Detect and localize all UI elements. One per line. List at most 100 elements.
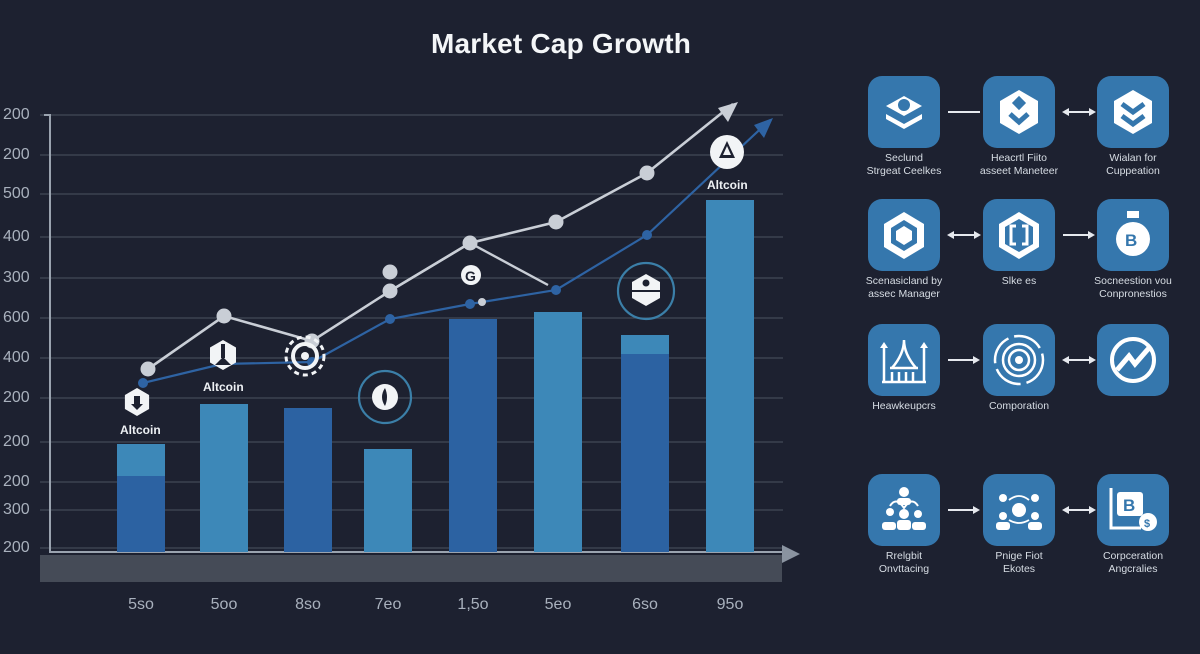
altcoin-callout: Altcoin bbox=[203, 380, 244, 394]
altcoin-callout: Altcoin bbox=[707, 178, 748, 192]
y-tick-label: 500 bbox=[3, 185, 30, 202]
diagram-node bbox=[983, 324, 1055, 396]
arrowhead-icon bbox=[754, 118, 773, 138]
data-point bbox=[382, 264, 398, 280]
x-tick-label: 95o bbox=[716, 596, 744, 613]
connector-line bbox=[946, 104, 982, 125]
y-tick-label: 400 bbox=[3, 228, 30, 245]
data-point bbox=[551, 285, 561, 295]
concentric-circles-icon bbox=[993, 334, 1045, 386]
diagram-node-label: Rrelgbit Onvttacing bbox=[878, 550, 930, 575]
x-tick-label: 6so bbox=[632, 596, 658, 613]
b-clock-icon: B$ bbox=[1109, 488, 1157, 531]
x-tick-label: 1,5o bbox=[457, 596, 489, 613]
svg-text:$: $ bbox=[1144, 518, 1150, 530]
bar bbox=[200, 404, 248, 552]
data-point bbox=[478, 298, 486, 306]
bar bbox=[706, 200, 754, 552]
diagram-node bbox=[868, 324, 940, 396]
arrowhead-icon bbox=[718, 102, 738, 122]
bar bbox=[534, 312, 582, 552]
bar-graph-icon bbox=[880, 339, 928, 384]
data-point bbox=[385, 314, 395, 324]
diagram-node bbox=[983, 199, 1055, 271]
svg-text:B: B bbox=[1123, 496, 1135, 515]
data-point bbox=[140, 361, 156, 377]
diagram-node-label: Socneestion vou Conpronestios bbox=[1094, 275, 1172, 300]
gear-target-icon bbox=[284, 335, 326, 377]
svg-text:B: B bbox=[1125, 231, 1137, 250]
altcoin-callout: Altcoin bbox=[120, 423, 161, 437]
diagram-node-label: Comporation bbox=[988, 400, 1050, 412]
x-axis-band bbox=[40, 555, 782, 582]
data-point bbox=[642, 230, 652, 240]
hexagon-ring-icon bbox=[884, 212, 924, 259]
data-point bbox=[639, 165, 655, 181]
people-network-icon bbox=[996, 494, 1042, 530]
x-tick-label: 5eo bbox=[544, 596, 572, 613]
bar bbox=[284, 408, 332, 552]
diagram-node-label: Slke es bbox=[1001, 275, 1037, 287]
diagram-node-label: Heawkeupcrs bbox=[872, 400, 936, 412]
diagram-node-label: Pnige Fiot Ekotes bbox=[995, 550, 1043, 575]
y-tick-label: 200 bbox=[3, 539, 30, 556]
diagram-node bbox=[983, 76, 1055, 148]
bar bbox=[364, 449, 412, 552]
diagram-node bbox=[983, 474, 1055, 546]
bar-segment bbox=[621, 335, 669, 354]
x-tick-label: 5oo bbox=[210, 596, 238, 613]
diagram-node-label: Wialan for Cuppeation bbox=[1106, 152, 1160, 177]
x-tick-label: 8so bbox=[295, 596, 321, 613]
trend-line bbox=[142, 119, 771, 385]
hexagon-chevron-icon bbox=[1000, 90, 1038, 134]
diagram-node-label: Heacrtl Fiito asseet Maneteer bbox=[979, 152, 1059, 177]
y-tick-label: 200 bbox=[3, 389, 30, 406]
diagram-node bbox=[1097, 324, 1169, 396]
chart-title: Market Cap Growth bbox=[430, 28, 692, 59]
double-arrow-icon bbox=[1061, 352, 1097, 373]
cycle-icon bbox=[357, 369, 413, 425]
arrow-right-icon bbox=[1061, 227, 1097, 248]
data-point bbox=[216, 308, 232, 324]
y-tick-label: 600 bbox=[3, 309, 30, 326]
data-point bbox=[548, 214, 564, 230]
diagram-node bbox=[868, 199, 940, 271]
diagram-node-label: Scenasicland by assec Manager bbox=[865, 275, 943, 300]
diagram-node bbox=[1097, 76, 1169, 148]
y-tick-label: 200 bbox=[3, 473, 30, 490]
box-icon bbox=[616, 261, 676, 321]
y-tick-label: 300 bbox=[3, 501, 30, 518]
x-axis-arrow-icon bbox=[782, 545, 800, 563]
svg-text:G: G bbox=[465, 268, 476, 284]
y-tick-label: 200 bbox=[3, 433, 30, 450]
y-tick-label: 200 bbox=[3, 146, 30, 163]
trend-circle-icon bbox=[1110, 337, 1156, 383]
diagram-node: B $ bbox=[1097, 474, 1169, 546]
bar-segment bbox=[117, 444, 165, 476]
arrow-right-icon bbox=[946, 352, 982, 373]
diagram-node-label: Seclund Strgeat Ceelkes bbox=[866, 152, 942, 177]
diagram-node bbox=[868, 474, 940, 546]
x-tick-label: 7eo bbox=[374, 596, 402, 613]
double-arrow-icon bbox=[1061, 104, 1097, 125]
trend-line-branch bbox=[389, 241, 549, 293]
gear-g-icon bbox=[461, 265, 481, 285]
bar bbox=[449, 319, 497, 552]
axis-lines bbox=[44, 114, 788, 553]
money-bag-icon: B bbox=[1116, 211, 1150, 256]
x-tick-label: 5so bbox=[128, 596, 154, 613]
data-point bbox=[465, 299, 475, 309]
arrow-right-icon bbox=[946, 502, 982, 523]
bar bbox=[621, 335, 669, 552]
layers-icon bbox=[886, 96, 922, 129]
double-arrow-icon bbox=[1061, 502, 1097, 523]
double-arrow-icon bbox=[946, 227, 982, 248]
y-tick-label: 400 bbox=[3, 349, 30, 366]
y-tick-label: 200 bbox=[3, 106, 30, 123]
diagram-node-label: Corpceration Angcralies bbox=[1102, 550, 1164, 575]
hexagon-bracket-icon bbox=[999, 212, 1039, 259]
data-point bbox=[138, 378, 148, 388]
diagram-node bbox=[868, 76, 940, 148]
org-chart-icon bbox=[882, 487, 926, 530]
